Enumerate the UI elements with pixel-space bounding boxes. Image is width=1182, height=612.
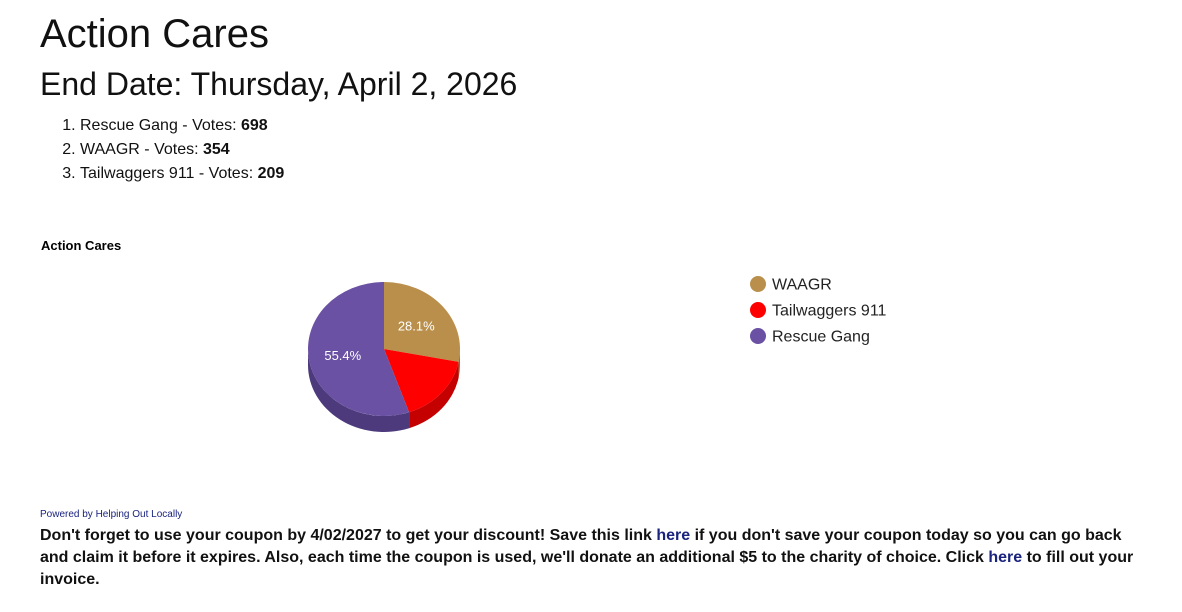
save-link[interactable]: here [656, 527, 691, 544]
legend: WAAGR Tailwaggers 911 Rescue Gang [750, 276, 887, 346]
result-item: WAAGR - Votes: 354 [80, 138, 284, 162]
pie-side [308, 349, 410, 432]
result-item: Rescue Gang - Votes: 698 [80, 114, 284, 138]
legend-marker [750, 276, 766, 292]
result-votes-label: - Votes: [177, 117, 241, 134]
result-name: WAAGR [80, 141, 140, 158]
result-votes: 209 [257, 165, 285, 182]
pie-tops [308, 282, 460, 416]
notice-text-2: if you don't save your coupon today so y… [40, 527, 1122, 566]
legend-marker [750, 328, 766, 344]
pie-sides [308, 349, 460, 432]
legend-label: Rescue Gang [772, 329, 870, 346]
slice-label: 28.1% [398, 319, 435, 334]
pie-side [409, 361, 459, 429]
result-name: Rescue Gang [80, 117, 178, 134]
slice-label: 55.4% [324, 348, 361, 363]
pie-slice[interactable] [384, 282, 460, 362]
pie-chart: Action Cares 28.1% 55.4% WAAGR Tailwaggers… [41, 238, 887, 432]
pie-slice[interactable] [384, 349, 459, 413]
end-date: End Date: Thursday, April 2, 2026 [40, 66, 518, 102]
pie-labels: 28.1% 55.4% [324, 319, 435, 364]
pie-slice[interactable] [308, 282, 410, 416]
coupon-notice: Don't forget to use your coupon by 4/02/… [40, 525, 1150, 591]
legend-marker [750, 302, 766, 318]
result-name: Tailwaggers 911 [80, 165, 195, 182]
result-votes: 698 [240, 117, 268, 134]
result-votes: 354 [203, 141, 230, 158]
invoice-link[interactable]: here [988, 549, 1023, 566]
legend-label: Tailwaggers 911 [772, 303, 887, 320]
result-votes-label: - Votes: [194, 165, 258, 182]
result-votes-label: - Votes: [139, 141, 203, 158]
page-title: Action Cares [40, 12, 269, 56]
chart-title: Action Cares [41, 238, 121, 253]
result-item: Tailwaggers 911 - Votes: 209 [80, 162, 284, 186]
results-list: Rescue Gang - Votes: 698 WAAGR - Votes: … [40, 114, 284, 186]
pie-side [458, 349, 460, 378]
notice-text-3: to fill out your invoice. [40, 549, 1134, 588]
notice-text-1: Don't forget to use your coupon by 4/02/… [40, 527, 657, 544]
legend-label: WAAGR [772, 277, 832, 294]
powered-by-link[interactable]: Powered by Helping Out Locally [40, 509, 183, 520]
